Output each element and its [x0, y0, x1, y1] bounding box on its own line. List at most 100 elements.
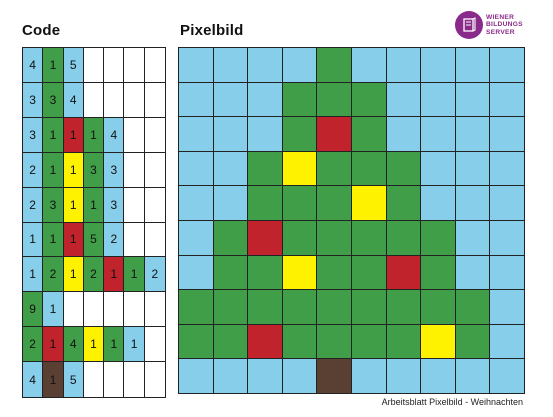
pixel-cell — [455, 151, 490, 186]
pixel-cell — [317, 117, 351, 151]
pixel-cell — [317, 220, 351, 255]
code-cell — [144, 327, 165, 363]
pixel-cell — [421, 359, 455, 393]
code-cell — [144, 48, 165, 83]
code-cell: 2 — [104, 222, 125, 258]
pixel-cell — [490, 290, 524, 324]
pixel-cell — [351, 255, 386, 290]
pixel-cell — [213, 117, 248, 151]
pixel-cell — [213, 220, 248, 255]
code-cell: 2 — [23, 327, 44, 363]
pixel-cell — [351, 82, 386, 117]
logo: WIENER BILDUNGS SERVER — [455, 11, 523, 39]
code-cell — [124, 48, 145, 83]
pixel-cell — [386, 255, 421, 290]
code-cell — [124, 362, 145, 397]
pixel-cell — [490, 324, 524, 359]
pixel-cell — [421, 220, 455, 255]
code-cell: 1 — [104, 257, 125, 293]
code-cell: 5 — [63, 48, 84, 83]
code-cell: 2 — [83, 257, 105, 293]
code-cell — [63, 292, 84, 328]
code-cell: 1 — [23, 257, 44, 293]
code-cell — [83, 82, 105, 118]
pixel-cell — [213, 82, 248, 117]
pixel-cell — [179, 82, 213, 117]
code-cell: 1 — [124, 327, 145, 363]
pixel-cell — [421, 82, 455, 117]
pixel-cell — [282, 220, 317, 255]
pixel-cell — [213, 48, 248, 82]
pixel-cell — [248, 220, 282, 255]
pixel-cell — [248, 151, 282, 186]
pixel-cell — [490, 255, 524, 290]
code-cell: 1 — [43, 152, 64, 188]
code-cell — [144, 82, 165, 118]
code-cell — [124, 152, 145, 188]
pixel-cell — [386, 220, 421, 255]
pixel-cell — [421, 151, 455, 186]
pixel-cell — [386, 82, 421, 117]
code-cell: 3 — [104, 152, 125, 188]
code-cell: 3 — [104, 187, 125, 223]
code-cell: 1 — [63, 152, 84, 188]
pixel-cell — [282, 324, 317, 359]
pixel-cell — [490, 151, 524, 186]
pixel-cell — [490, 117, 524, 151]
pixel-cell — [455, 186, 490, 220]
code-cell — [83, 292, 105, 328]
code-cell: 4 — [23, 362, 44, 397]
code-cell — [124, 187, 145, 223]
logo-line: SERVER — [486, 28, 515, 36]
code-cell: 4 — [63, 327, 84, 363]
pixel-cell — [317, 48, 351, 82]
pixel-cell — [179, 290, 213, 324]
code-cell: 2 — [23, 152, 44, 188]
pixel-cell — [213, 290, 248, 324]
pixel-cell — [282, 48, 317, 82]
pixel-cell — [490, 220, 524, 255]
code-cell — [104, 48, 125, 83]
code-cell — [144, 222, 165, 258]
pixel-cell — [455, 324, 490, 359]
pixel-cell — [213, 359, 248, 393]
code-cell — [83, 48, 105, 83]
code-cell: 1 — [83, 117, 105, 153]
pixel-cell — [386, 186, 421, 220]
code-cell: 1 — [63, 187, 84, 223]
pixel-cell — [248, 186, 282, 220]
code-cell: 4 — [23, 48, 44, 83]
pixel-cell — [179, 151, 213, 186]
code-cell: 1 — [43, 327, 64, 363]
pixel-cell — [282, 359, 317, 393]
pixel-cell — [213, 324, 248, 359]
pixel-cell — [490, 359, 524, 393]
pixel-cell — [282, 255, 317, 290]
pixel-cell — [248, 82, 282, 117]
code-cell: 3 — [23, 82, 44, 118]
pixel-heading: Pixelbild — [180, 22, 244, 39]
code-cell — [104, 82, 125, 118]
code-cell: 1 — [83, 327, 105, 363]
pixel-cell — [455, 290, 490, 324]
pixel-cell — [317, 151, 351, 186]
code-cell: 5 — [63, 362, 84, 397]
pixel-cell — [386, 359, 421, 393]
code-cell — [124, 82, 145, 118]
pixel-cell — [386, 117, 421, 151]
pixel-cell — [248, 324, 282, 359]
code-cell — [104, 362, 125, 397]
pixel-cell — [421, 255, 455, 290]
pixel-cell — [351, 117, 386, 151]
code-cell — [124, 222, 145, 258]
pixel-cell — [351, 359, 386, 393]
pixel-cell — [421, 324, 455, 359]
pixel-cell — [179, 48, 213, 82]
code-cell: 1 — [124, 257, 145, 293]
code-cell: 1 — [63, 257, 84, 293]
code-cell: 1 — [43, 222, 64, 258]
pixel-cell — [490, 82, 524, 117]
pixel-cell — [213, 151, 248, 186]
code-cell: 1 — [43, 362, 64, 397]
